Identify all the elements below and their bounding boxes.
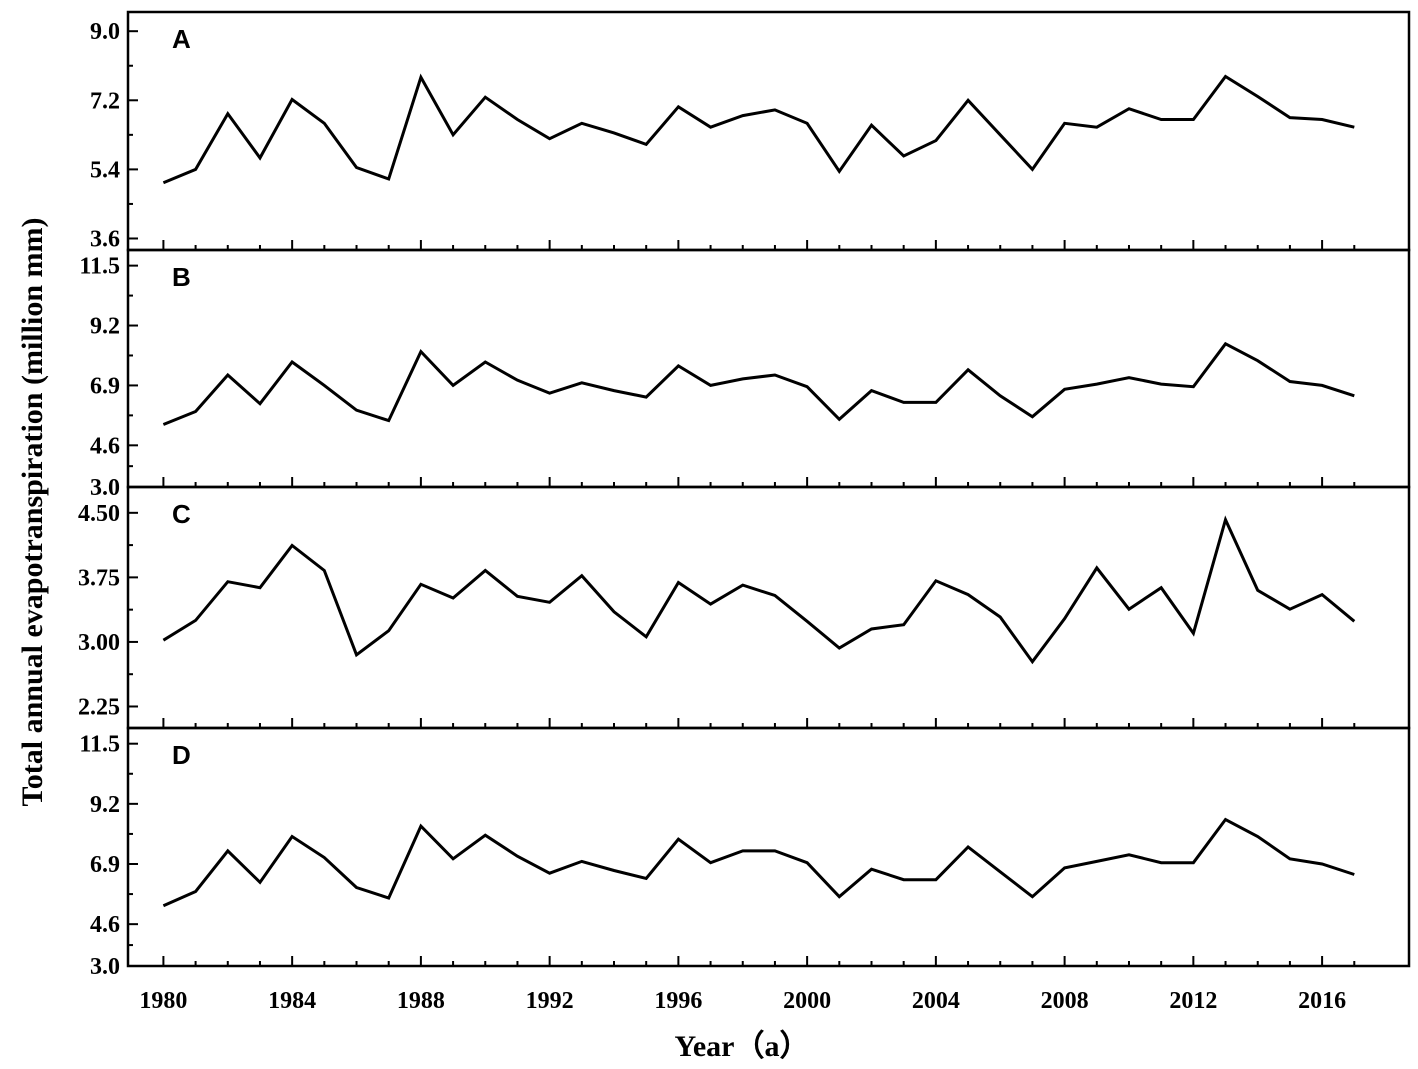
series-line (162, 341, 1355, 426)
series-line (162, 73, 1355, 185)
y-tick-label: 11.5 (79, 254, 120, 280)
y-tick-label: 3.75 (78, 565, 120, 591)
y-tick-label: 4.6 (90, 433, 120, 459)
x-tick-label: 1988 (397, 988, 445, 1014)
y-axis-title: Total annual evapotranspiration (million… (16, 218, 49, 807)
panel-label: B (172, 262, 191, 292)
y-tick-label: 3.0 (90, 954, 120, 980)
y-tick-label: 2.25 (78, 694, 120, 720)
y-tick-label: 3.00 (78, 630, 120, 656)
panel-label: A (172, 24, 191, 54)
y-tick-label: 4.50 (78, 501, 120, 527)
y-tick-label: 5.4 (90, 157, 120, 183)
x-tick-label: 2008 (1041, 988, 1089, 1014)
panel-b: 3.0 4.6 6.9 9.2 11.5 B (79, 248, 1411, 501)
x-tick-label: 1992 (526, 988, 574, 1014)
series-line (162, 817, 1355, 908)
y-tick-label: 3.6 (90, 226, 120, 252)
x-tick-label: 2000 (783, 988, 831, 1014)
y-tick-label: 6.9 (90, 852, 120, 878)
x-tick-label: 2016 (1298, 988, 1346, 1014)
panel-frame (126, 485, 1411, 730)
x-axis-title: Year（a） (675, 1029, 810, 1063)
x-axis: 1980 1984 1988 1992 1996 2000 2004 2008 2012 2016 (139, 988, 1346, 1014)
y-tick-label: 6.9 (90, 373, 120, 399)
y-tick-label: 11.5 (79, 732, 120, 758)
panel-a: 3.6 5.4 7.2 9.0 A (90, 10, 1411, 252)
x-tick-label: 1996 (654, 988, 702, 1014)
panel-c: 2.25 3.00 3.75 4.50 C (78, 485, 1411, 730)
x-tick-label: 2004 (912, 988, 960, 1014)
x-tick-label: 2012 (1169, 988, 1217, 1014)
y-tick-label: 9.2 (90, 314, 120, 340)
x-tick-label: 1980 (139, 988, 187, 1014)
y-tick-label: 7.2 (90, 88, 120, 114)
chart-panels: 3.6 5.4 7.2 9.0 A 3.0 4.6 6.9 9.2 11.5 B 2.25 3.00 3.… (78, 10, 1411, 980)
panel-label: C (172, 499, 191, 529)
y-tick-label: 9.0 (90, 19, 120, 45)
panel-frame (126, 726, 1411, 968)
panel-label: D (172, 740, 191, 770)
panel-frame (126, 10, 1411, 252)
panel-d: 3.0 4.6 6.9 9.2 11.5 D (79, 726, 1411, 980)
y-tick-label: 9.2 (90, 792, 120, 818)
panel-frame (126, 248, 1411, 489)
series-line (162, 515, 1356, 665)
y-tick-label: 4.6 (90, 912, 120, 938)
x-tick-label: 1984 (268, 988, 316, 1014)
y-tick-label: 3.0 (90, 475, 120, 501)
